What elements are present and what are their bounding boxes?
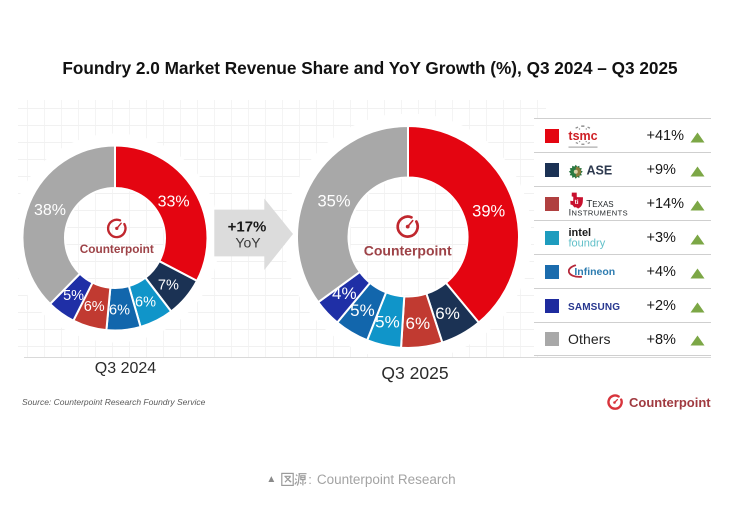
svg-text:5%: 5% (63, 288, 84, 304)
svg-text:foundry: foundry (569, 237, 606, 249)
svg-text:38%: 38% (34, 202, 66, 219)
svg-text:5%: 5% (375, 313, 400, 332)
svg-text:INSTRUMENTS: INSTRUMENTS (569, 207, 629, 217)
svg-text:Counterpoint: Counterpoint (80, 242, 154, 256)
svg-text:4%: 4% (332, 284, 357, 303)
svg-text:6%: 6% (406, 314, 431, 333)
svg-text:tsmc: tsmc (568, 129, 597, 143)
svg-text:TEXAS: TEXAS (586, 198, 613, 209)
svg-text:Counterpoint: Counterpoint (364, 243, 452, 259)
svg-text:6%: 6% (435, 304, 460, 323)
svg-text:Infineon: Infineon (574, 266, 615, 278)
svg-text:SAMSUNG: SAMSUNG (568, 302, 620, 312)
svg-text:YoY: YoY (235, 235, 261, 251)
svg-text:intel: intel (569, 226, 592, 238)
svg-text:33%: 33% (158, 193, 190, 210)
svg-text:6%: 6% (135, 295, 156, 311)
svg-text:6%: 6% (109, 302, 130, 318)
svg-text:35%: 35% (317, 192, 350, 210)
svg-text:ASE: ASE (587, 163, 613, 177)
svg-text:+17%: +17% (228, 219, 267, 236)
svg-text:7%: 7% (158, 278, 179, 294)
svg-text:5%: 5% (350, 301, 375, 320)
svg-text:39%: 39% (472, 202, 505, 220)
svg-text:ti: ti (575, 198, 579, 205)
svg-text:6%: 6% (84, 299, 105, 315)
